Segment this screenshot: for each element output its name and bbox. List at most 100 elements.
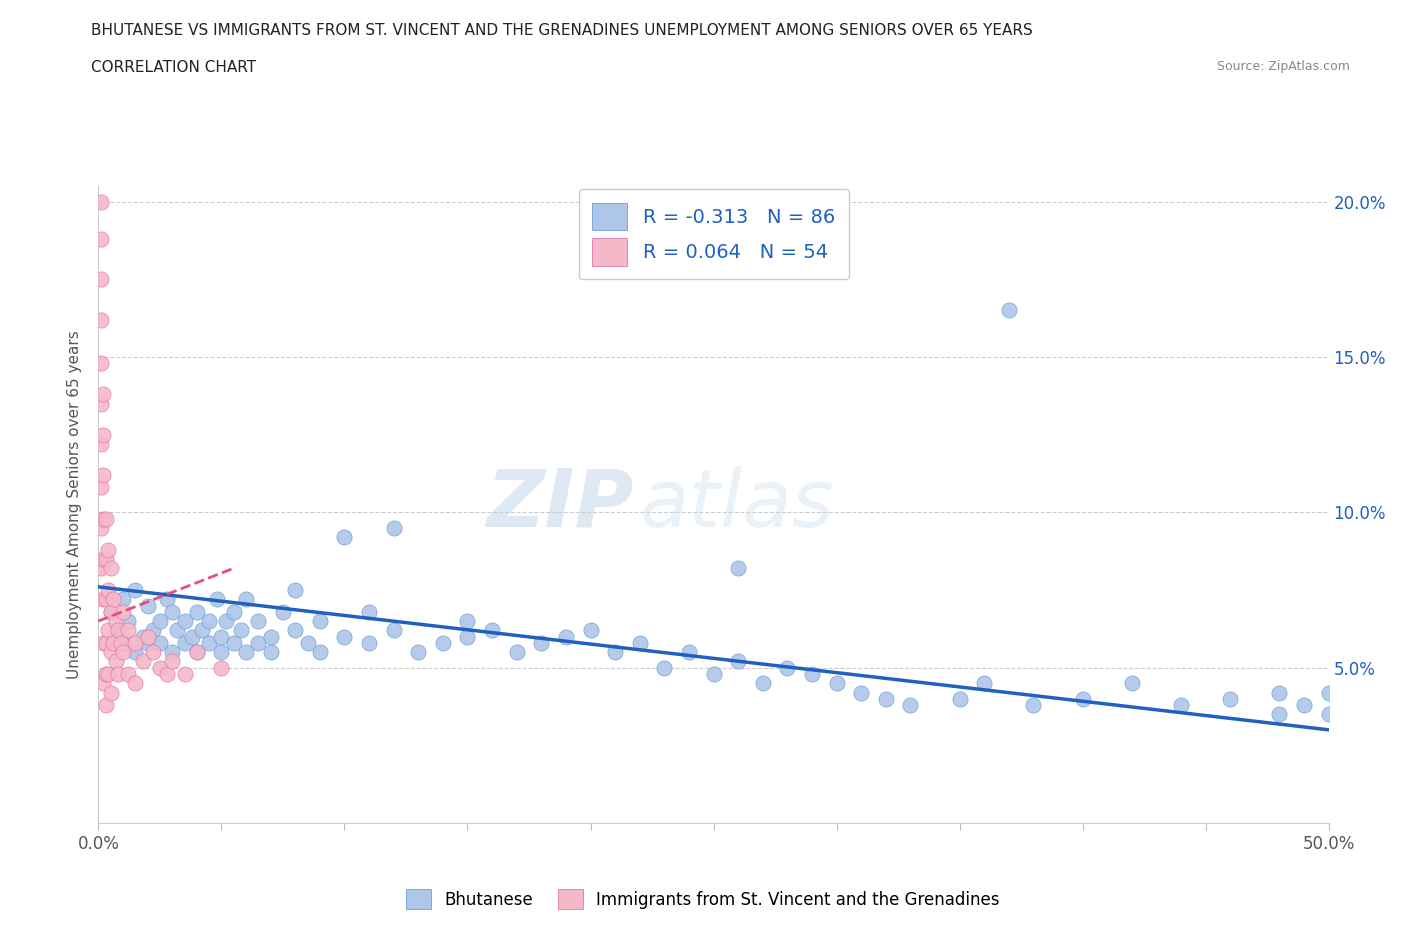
Point: [776, 660, 799, 675]
Point: [382, 521, 405, 536]
Point: [107, 623, 129, 638]
Point: [1268, 685, 1291, 700]
Point: [124, 582, 146, 597]
Point: [703, 667, 725, 682]
Point: [1219, 691, 1241, 706]
Point: [97, 667, 120, 682]
Point: [481, 623, 503, 638]
Point: [162, 654, 183, 669]
Point: [149, 635, 172, 650]
Point: [432, 635, 454, 650]
Point: [90, 312, 112, 327]
Point: [107, 623, 129, 638]
Point: [93, 676, 115, 691]
Point: [162, 604, 183, 619]
Point: [678, 644, 700, 659]
Point: [93, 387, 115, 402]
Point: [112, 604, 135, 619]
Point: [100, 604, 122, 619]
Point: [1294, 698, 1316, 712]
Point: [579, 623, 602, 638]
Point: [97, 623, 120, 638]
Point: [247, 614, 270, 629]
Point: [136, 630, 159, 644]
Point: [727, 654, 749, 669]
Point: [94, 551, 117, 566]
Point: [1317, 685, 1340, 700]
Point: [359, 604, 381, 619]
Point: [752, 676, 775, 691]
Point: [94, 667, 117, 682]
Point: [136, 635, 159, 650]
Point: [260, 644, 283, 659]
Point: [142, 644, 165, 659]
Point: [801, 667, 824, 682]
Point: [284, 623, 307, 638]
Point: [149, 614, 172, 629]
Point: [825, 676, 848, 691]
Point: [132, 654, 155, 669]
Point: [124, 676, 146, 691]
Point: [103, 591, 125, 606]
Point: [973, 676, 995, 691]
Point: [93, 427, 115, 442]
Point: [260, 630, 283, 644]
Point: [382, 623, 405, 638]
Point: [90, 272, 112, 286]
Point: [94, 512, 117, 526]
Point: [211, 630, 233, 644]
Point: [949, 691, 972, 706]
Point: [1268, 707, 1291, 722]
Point: [333, 530, 356, 545]
Point: [1022, 698, 1045, 712]
Point: [222, 635, 245, 650]
Point: [90, 355, 112, 370]
Point: [271, 604, 294, 619]
Point: [156, 591, 179, 606]
Point: [211, 644, 233, 659]
Point: [94, 698, 117, 712]
Point: [1121, 676, 1143, 691]
Point: [235, 591, 257, 606]
Point: [136, 598, 159, 613]
Point: [309, 614, 332, 629]
Point: [1071, 691, 1094, 706]
Point: [97, 542, 120, 557]
Point: [94, 635, 117, 650]
Point: [173, 614, 195, 629]
Point: [166, 623, 188, 638]
Point: [181, 630, 204, 644]
Point: [117, 614, 139, 629]
Point: [93, 468, 115, 483]
Point: [173, 667, 195, 682]
Point: [90, 521, 112, 536]
Point: [93, 635, 115, 650]
Point: [173, 635, 195, 650]
Text: ZIP: ZIP: [486, 466, 634, 543]
Text: Source: ZipAtlas.com: Source: ZipAtlas.com: [1216, 60, 1350, 73]
Point: [359, 635, 381, 650]
Point: [90, 561, 112, 576]
Text: atlas: atlas: [640, 466, 835, 543]
Point: [103, 635, 125, 650]
Point: [90, 480, 112, 495]
Point: [849, 685, 872, 700]
Legend: Bhutanese, Immigrants from St. Vincent and the Grenadines: Bhutanese, Immigrants from St. Vincent a…: [398, 881, 1008, 917]
Point: [900, 698, 922, 712]
Point: [124, 635, 146, 650]
Point: [162, 644, 183, 659]
Point: [205, 591, 228, 606]
Point: [211, 660, 233, 675]
Point: [198, 614, 221, 629]
Point: [247, 635, 270, 650]
Point: [1317, 707, 1340, 722]
Point: [107, 667, 129, 682]
Point: [198, 635, 221, 650]
Point: [94, 591, 117, 606]
Point: [222, 604, 245, 619]
Point: [998, 303, 1021, 318]
Point: [90, 436, 112, 451]
Point: [215, 614, 238, 629]
Point: [284, 582, 307, 597]
Point: [112, 644, 135, 659]
